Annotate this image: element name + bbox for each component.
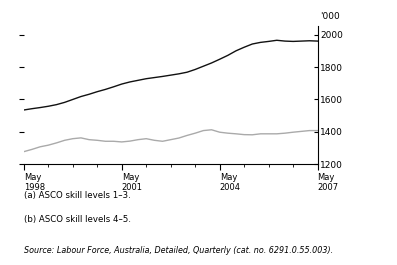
Text: '000: '000 bbox=[320, 12, 340, 21]
Text: Source: Labour Force, Australia, Detailed, Quarterly (cat. no. 6291.0.55.003).: Source: Labour Force, Australia, Detaile… bbox=[24, 246, 333, 255]
Text: (b) ASCO skill levels 4–5.: (b) ASCO skill levels 4–5. bbox=[24, 215, 131, 224]
Text: (a) ASCO skill levels 1–3.: (a) ASCO skill levels 1–3. bbox=[24, 191, 131, 200]
